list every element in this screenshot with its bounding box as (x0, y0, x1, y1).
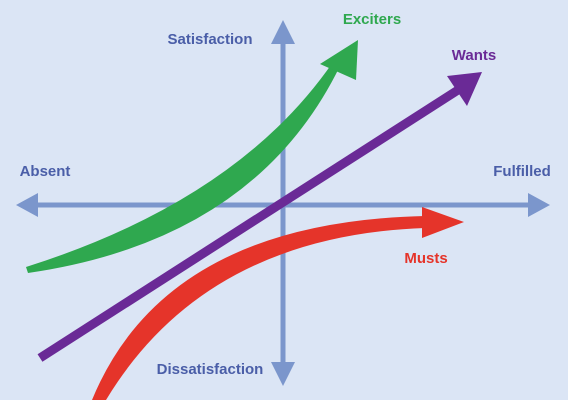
arrowhead (422, 207, 464, 238)
arrowhead (271, 362, 295, 386)
arrowhead (447, 72, 482, 106)
musts-curve (92, 207, 464, 400)
wants-curve (37, 72, 482, 362)
exciters-curve (26, 40, 358, 273)
arrowhead (271, 20, 295, 44)
axis-label: Satisfaction (167, 31, 252, 48)
axis-label: Absent (20, 163, 71, 180)
arrowhead (320, 40, 358, 80)
curve-body (37, 86, 461, 362)
curve-label: Musts (404, 250, 447, 267)
curve-label: Wants (452, 47, 496, 64)
axis-label: Dissatisfaction (157, 361, 264, 378)
curve-label: Exciters (343, 11, 401, 28)
arrowhead (528, 193, 550, 217)
arrowhead (16, 193, 38, 217)
axis-label: Fulfilled (493, 163, 551, 180)
curve-body (92, 216, 425, 400)
